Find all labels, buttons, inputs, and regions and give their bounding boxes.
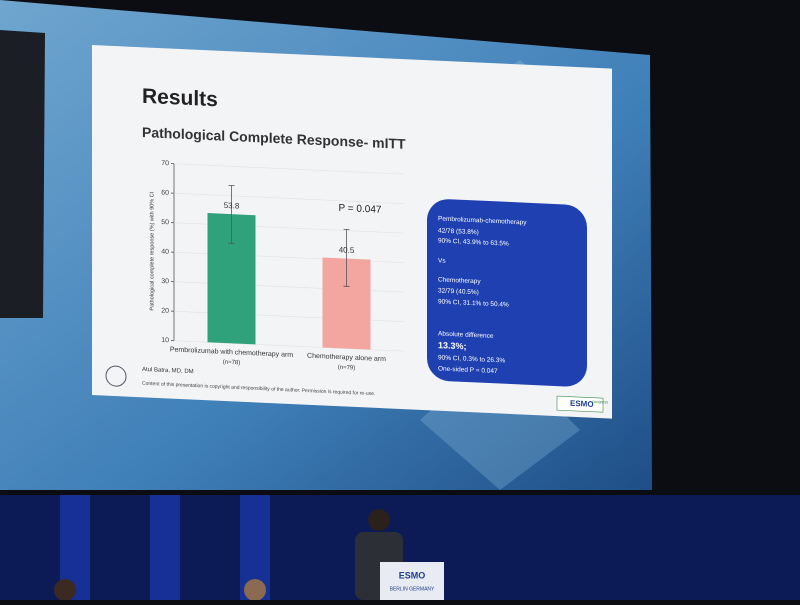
podium-city: BERLIN GERMANY [390, 586, 435, 592]
y-tick-label: 50 [161, 219, 169, 226]
podium-logo: ESMO [399, 570, 426, 580]
x-tick-note: (n=79) [338, 365, 356, 372]
y-tick-label: 30 [161, 278, 169, 285]
podium [380, 562, 444, 600]
summary-line: Vs [438, 257, 446, 264]
x-tick-note: (n=78) [223, 360, 241, 367]
audience-head [54, 579, 76, 600]
y-tick-label: 60 [161, 189, 169, 196]
stage-light [150, 495, 180, 600]
summary-line: 13.3%; [438, 340, 467, 351]
speaker-head [368, 509, 390, 531]
slide: Results Pathological Complete Response- … [92, 45, 612, 419]
y-axis-label: Pathological complete response (%) with … [149, 191, 155, 311]
value-label: 40.5 [339, 245, 355, 255]
y-tick-label: 70 [161, 160, 169, 167]
y-tick-label: 20 [161, 307, 169, 314]
slide-title: Results [142, 85, 218, 111]
audience-head [244, 579, 266, 600]
esmo-logo: ESMO [570, 399, 594, 409]
side-screen [0, 30, 45, 318]
value-label: 53.8 [224, 201, 240, 211]
y-tick-label: 40 [161, 248, 169, 255]
y-tick-label: 10 [161, 337, 169, 344]
esmo-logo-sub: congress [592, 399, 608, 405]
annotation: P = 0.047 [339, 203, 382, 216]
